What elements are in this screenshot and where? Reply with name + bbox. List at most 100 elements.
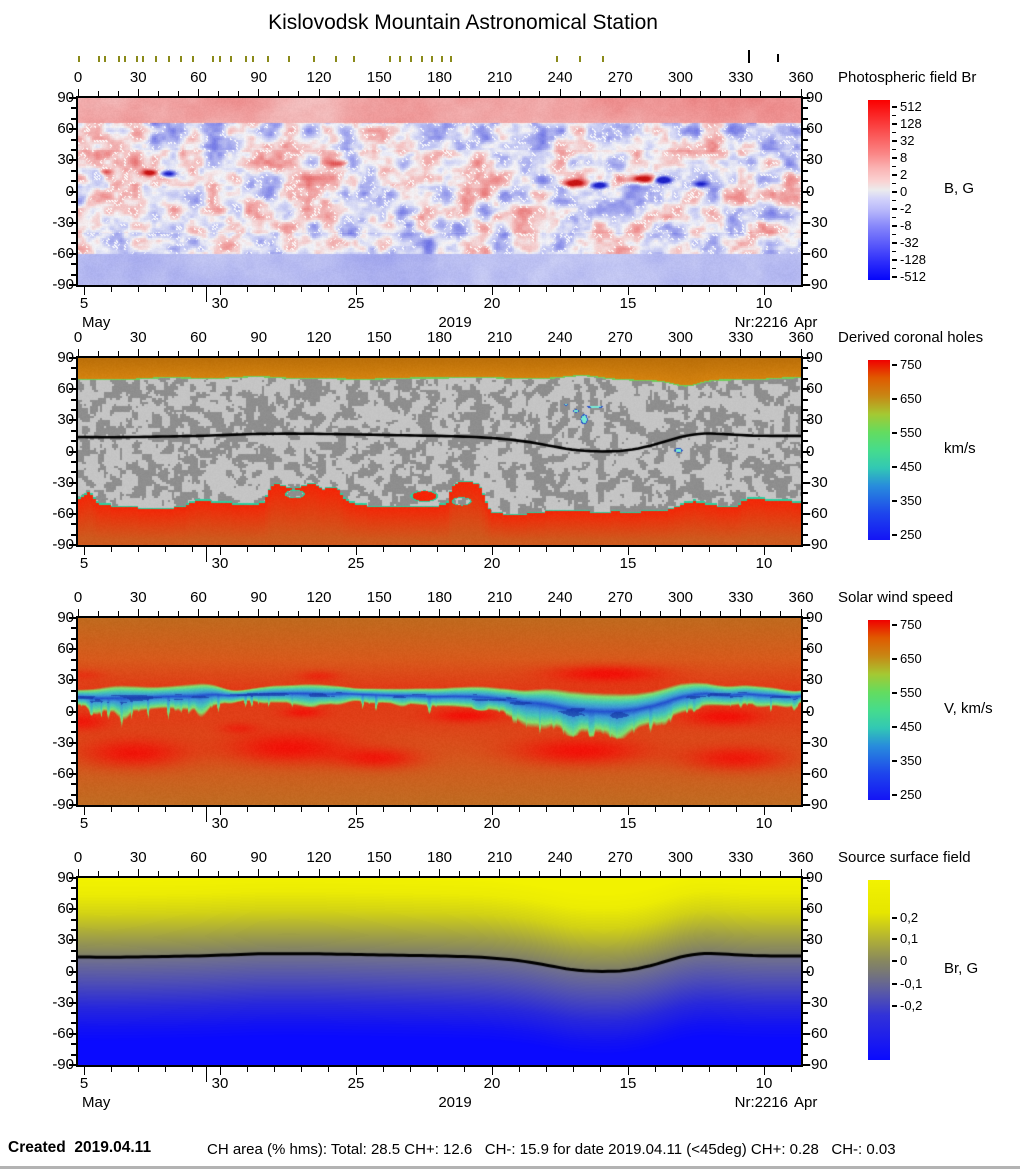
lat-tick-mark-right: [803, 679, 810, 682]
day-tick-mark: [763, 1067, 765, 1075]
day-tick-mark: [736, 1067, 738, 1072]
lat-tick-mark-left: [71, 1012, 76, 1015]
colorbar-tick-label: 250: [900, 526, 922, 542]
lon-tick-mark: [479, 351, 481, 356]
lon-tick-label: 150: [366, 69, 392, 86]
colorbar-tick-label: -0,1: [900, 975, 923, 991]
lon-tick-mark: [338, 871, 340, 876]
lat-tick-mark-left: [71, 731, 76, 734]
day-tick-mark: [246, 287, 248, 292]
colorbar-tick-mark: [892, 658, 897, 661]
day-tick-mark: [545, 1067, 547, 1072]
lat-tick-mark-left: [71, 408, 76, 411]
colorbar-minor-tick-mark: [892, 166, 896, 168]
day-tick-mark: [355, 807, 357, 815]
lat-tick-mark-left: [69, 221, 76, 224]
colorbar-title: Solar wind speed: [838, 589, 954, 606]
day-tick-mark: [328, 287, 330, 292]
lon-tick-label: 150: [366, 589, 392, 606]
year-label: 2019: [438, 314, 472, 331]
lat-tick-mark-left: [71, 533, 76, 536]
activity-mark-strong: [748, 50, 750, 63]
colorbar-tick-mark: [892, 938, 897, 941]
lon-tick-mark: [659, 611, 661, 616]
day-tick-mark: [219, 1067, 221, 1075]
activity-mark: [353, 56, 355, 62]
lat-tick-mark-right: [803, 939, 810, 942]
day-tick-mark: [681, 1067, 683, 1072]
day-tick-mark: [437, 287, 439, 292]
day-tick-mark: [192, 807, 194, 812]
day-tick-mark: [110, 547, 112, 552]
lat-tick-mark-right: [803, 180, 808, 183]
lon-tick-mark: [117, 91, 119, 96]
lon-tick-mark: [398, 871, 400, 876]
lat-tick-mark-left: [69, 617, 76, 619]
lat-tick-mark-right: [803, 97, 810, 99]
lat-tick-mark-left: [69, 908, 76, 911]
day-tick-mark: [409, 547, 411, 552]
colorbar-tick-label: 750: [900, 357, 922, 373]
lon-tick-label: 90: [250, 69, 268, 86]
lat-tick-label-left: -90: [52, 796, 74, 813]
lon-tick-label: 30: [129, 69, 147, 86]
lon-tick-mark: [459, 91, 461, 96]
footer-ch-area-stats: CH area (% hms): Total: 28.5 CH+: 12.6 C…: [207, 1141, 896, 1158]
lon-tick-label: 240: [547, 69, 573, 86]
day-tick-mark: [464, 547, 466, 552]
lat-tick-mark-left: [71, 377, 76, 380]
lat-tick-label-right: 60: [806, 900, 823, 918]
lat-tick-mark-right: [803, 1001, 810, 1004]
lat-tick-mark-left: [71, 980, 76, 983]
lon-tick-mark: [740, 609, 742, 616]
lon-tick-mark: [559, 869, 561, 876]
month-boundary-tick: [205, 287, 207, 302]
lon-tick-mark: [680, 609, 681, 616]
lat-tick-label-right: 30: [806, 411, 823, 429]
lat-tick-mark-right: [803, 481, 810, 484]
day-tick-label: 15: [619, 1075, 637, 1092]
day-tick-mark: [600, 287, 602, 292]
lon-tick-mark: [97, 871, 99, 876]
day-tick-mark: [301, 1067, 303, 1072]
lon-tick-mark: [298, 611, 300, 616]
lon-tick-mark: [680, 89, 681, 96]
lat-tick-mark-right: [803, 1012, 808, 1015]
lat-tick-label-left: -60: [52, 244, 74, 262]
day-tick-label: 10: [755, 815, 773, 832]
lat-tick-label-right: 30: [806, 931, 823, 949]
colorbar-tick-mark: [892, 106, 897, 109]
lon-tick-mark: [117, 351, 119, 356]
lat-tick-label-right: -30: [806, 213, 828, 231]
day-tick-mark: [627, 807, 629, 815]
activity-mark: [267, 56, 269, 62]
lon-tick-mark: [579, 351, 581, 356]
lat-tick-mark-left: [71, 720, 76, 723]
lat-tick-mark-right: [803, 273, 808, 276]
lon-tick-label: 210: [487, 849, 513, 866]
lat-tick-label-right: -60: [806, 764, 828, 782]
plot-frame-source-surface: [76, 876, 803, 1067]
lat-tick-mark-left: [71, 492, 76, 495]
lat-tick-mark-right: [803, 762, 808, 765]
activity-mark: [450, 56, 452, 62]
lat-tick-mark-right: [803, 772, 810, 775]
day-tick-label: 25: [347, 815, 365, 832]
lon-tick-mark: [439, 869, 440, 876]
lon-tick-label: 210: [487, 329, 513, 346]
day-tick-label: 5: [79, 295, 89, 312]
lon-tick-mark: [479, 871, 481, 876]
lat-tick-mark-right: [803, 627, 808, 630]
lat-tick-label-right: 0: [806, 442, 815, 460]
day-tick-mark: [83, 807, 85, 815]
lat-tick-mark-left: [71, 887, 76, 890]
lon-tick-mark: [619, 609, 621, 616]
day-tick-mark: [491, 807, 493, 815]
day-tick-label: 30: [211, 555, 229, 572]
lat-tick-mark-left: [71, 200, 76, 203]
day-tick-label: 15: [619, 295, 637, 312]
lat-tick-mark-left: [71, 783, 76, 786]
day-tick-mark: [491, 547, 493, 555]
activity-mark: [136, 56, 138, 62]
lat-tick-mark-right: [803, 523, 808, 526]
